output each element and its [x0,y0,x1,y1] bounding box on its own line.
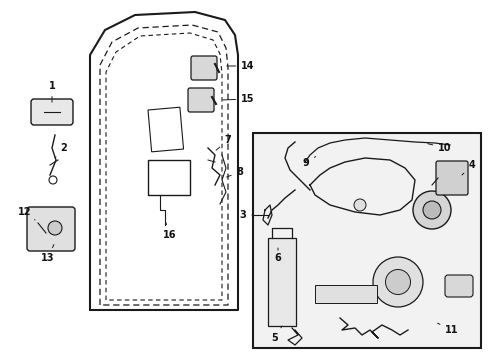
Text: 4: 4 [461,160,474,175]
Text: 8: 8 [226,167,243,177]
Ellipse shape [353,199,365,211]
Text: 2: 2 [55,143,67,158]
Bar [267,238,295,326]
Ellipse shape [48,221,62,235]
Text: 15: 15 [223,94,254,104]
Ellipse shape [412,191,450,229]
Bar [252,133,480,348]
Text: 12: 12 [18,207,35,220]
Text: 10: 10 [427,143,451,153]
Bar [148,107,183,152]
FancyBboxPatch shape [187,88,214,112]
Bar [148,160,190,195]
Ellipse shape [385,270,409,294]
Ellipse shape [372,257,422,307]
Text: 13: 13 [41,244,55,263]
Text: 6: 6 [274,248,281,263]
Text: 16: 16 [163,222,176,240]
FancyBboxPatch shape [31,99,73,125]
Bar [314,285,376,303]
Text: 1: 1 [48,81,55,102]
FancyBboxPatch shape [191,56,217,80]
FancyBboxPatch shape [444,275,472,297]
Text: 9: 9 [302,157,315,168]
Text: 3: 3 [239,210,251,220]
FancyBboxPatch shape [435,161,467,195]
Text: 14: 14 [226,61,254,71]
Text: 7: 7 [216,135,231,150]
Ellipse shape [422,201,440,219]
Text: 11: 11 [437,323,458,335]
Text: 5: 5 [271,326,282,343]
FancyBboxPatch shape [27,207,75,251]
